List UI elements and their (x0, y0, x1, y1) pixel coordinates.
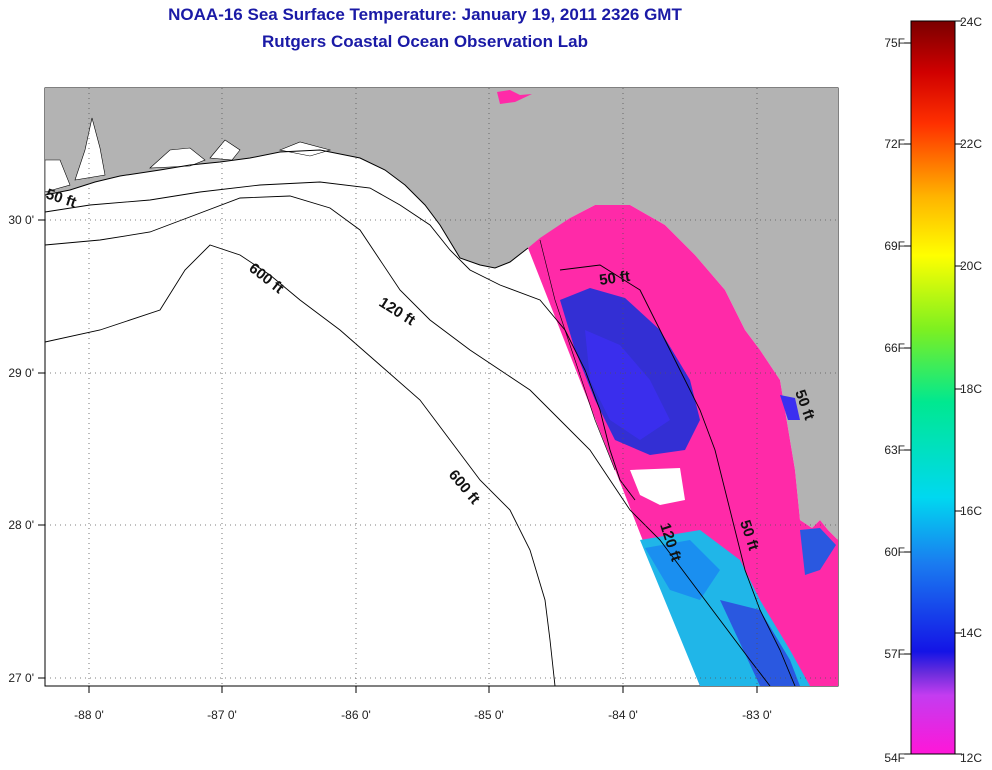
lat-tick-label: 27 0' (8, 671, 34, 685)
celsius-label: 12C (960, 751, 982, 765)
celsius-label: 16C (960, 504, 982, 518)
fahrenheit-label: 75F (884, 36, 905, 50)
fahrenheit-label: 63F (884, 443, 905, 457)
celsius-label: 18C (960, 382, 982, 396)
map-title: NOAA-16 Sea Surface Temperature: January… (168, 5, 682, 24)
lon-tick-label: -84 0' (608, 708, 638, 722)
lat-tick-label: 30 0' (8, 213, 34, 227)
graticule (45, 88, 838, 686)
colorbar (910, 20, 956, 755)
fahrenheit-label: 54F (884, 751, 905, 765)
fahrenheit-label: 69F (884, 239, 905, 253)
lon-tick-label: -83 0' (742, 708, 772, 722)
contour-600ft (45, 244, 556, 686)
fahrenheit-label: 72F (884, 137, 905, 151)
contour-120ft (45, 195, 771, 686)
contour-50ft-east (559, 264, 796, 686)
fahrenheit-label: 57F (884, 647, 905, 661)
lon-tick-label: -86 0' (341, 708, 371, 722)
lon-tick-label: -87 0' (207, 708, 237, 722)
map-subtitle: Rutgers Coastal Ocean Observation Lab (262, 32, 588, 51)
contour-50ft (45, 181, 636, 501)
land-mass (45, 88, 838, 540)
fahrenheit-label: 66F (884, 341, 905, 355)
lat-tick-label: 29 0' (8, 366, 34, 380)
celsius-label: 14C (960, 626, 982, 640)
lon-tick-label: -85 0' (474, 708, 504, 722)
lat-tick-label: 28 0' (8, 518, 34, 532)
celsius-label: 20C (960, 259, 982, 273)
celsius-label: 24C (960, 15, 982, 29)
celsius-label: 22C (960, 137, 982, 151)
fahrenheit-label: 60F (884, 545, 905, 559)
lon-tick-label: -88 0' (74, 708, 104, 722)
